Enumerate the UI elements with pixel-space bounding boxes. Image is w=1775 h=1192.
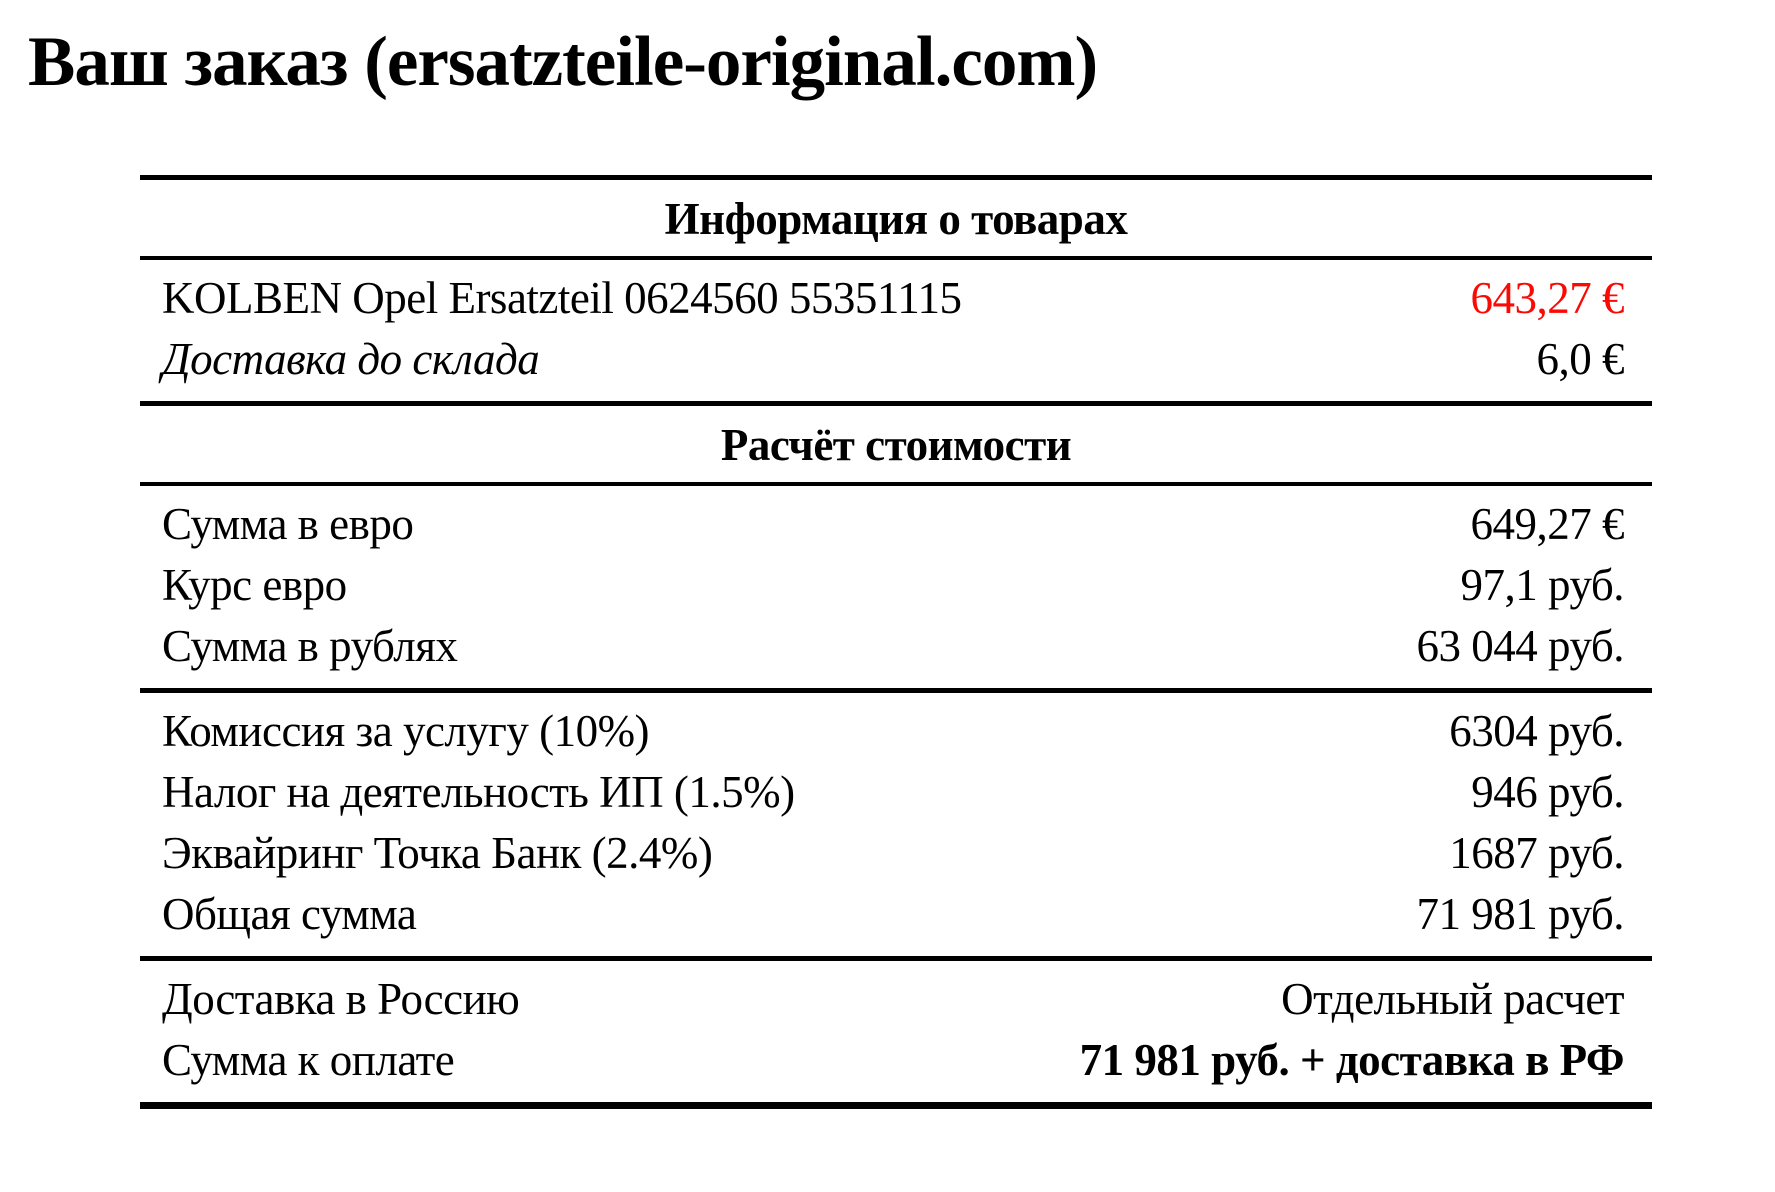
table-row: Сумма в рублях 63 044 руб. bbox=[140, 616, 1652, 691]
table-row: Курс евро 97,1 руб. bbox=[140, 555, 1652, 616]
row-value-amount-due: 71 981 руб. + доставка в РФ bbox=[1079, 1035, 1625, 1085]
section-header-row: Информация о товарах bbox=[140, 177, 1652, 260]
row-label-amount-due: Сумма к оплате bbox=[162, 1035, 455, 1085]
section-header-product-info: Информация о товарах bbox=[140, 177, 1652, 260]
row-value-sum-euro: 649,27 € bbox=[1470, 499, 1625, 549]
page-title: Ваш заказ (ersatzteile-original.com) bbox=[28, 23, 1098, 101]
row-value-euro-rate: 97,1 руб. bbox=[1460, 560, 1625, 610]
row-value-russia-delivery: Отдельный расчет bbox=[1281, 974, 1624, 1024]
table-row: Доставка до склада 6,0 € bbox=[140, 329, 1652, 404]
row-label-euro-rate: Курс евро bbox=[162, 560, 347, 610]
row-label-tax: Налог на деятельность ИП (1.5%) bbox=[162, 767, 795, 817]
row-label-sum-rubles: Сумма в рублях bbox=[162, 621, 458, 671]
table-row: Комиссия за услугу (10%) 6304 руб. bbox=[140, 691, 1652, 763]
row-label-item: KOLBEN Opel Ersatzteil 0624560 55351115 bbox=[162, 273, 962, 323]
section-product-info: KOLBEN Opel Ersatzteil 0624560 55351115 … bbox=[140, 258, 1652, 404]
table-row: Эквайринг Точка Банк (2.4%) 1687 руб. bbox=[140, 823, 1652, 884]
row-label-acquiring: Эквайринг Точка Банк (2.4%) bbox=[162, 828, 713, 878]
table-row: Доставка в Россию Отдельный расчет bbox=[140, 959, 1652, 1031]
section-title-product-info: Информация о товарах bbox=[140, 177, 1652, 260]
section-fees: Комиссия за услугу (10%) 6304 руб. Налог… bbox=[140, 691, 1652, 959]
section-header-row: Расчёт стоимости bbox=[140, 403, 1652, 486]
row-label-russia-delivery: Доставка в Россию bbox=[162, 974, 520, 1024]
section-payment: Доставка в Россию Отдельный расчет Сумма… bbox=[140, 959, 1652, 1106]
row-value-tax: 946 руб. bbox=[1471, 767, 1624, 817]
row-value-service-commission: 6304 руб. bbox=[1449, 706, 1624, 756]
section-euro-amounts: Сумма в евро 649,27 € Курс евро 97,1 руб… bbox=[140, 484, 1652, 691]
row-label-sum-euro: Сумма в евро bbox=[162, 499, 414, 549]
table-row: Общая сумма 71 981 руб. bbox=[140, 884, 1652, 959]
row-value-sum-rubles: 63 044 руб. bbox=[1416, 621, 1625, 671]
row-label-total-sum: Общая сумма bbox=[162, 889, 417, 939]
row-value-warehouse-delivery: 6,0 € bbox=[1536, 334, 1625, 384]
table-row: Сумма в евро 649,27 € bbox=[140, 484, 1652, 555]
table-row: Сумма к оплате 71 981 руб. + доставка в … bbox=[140, 1030, 1652, 1106]
row-value-item-price: 643,27 € bbox=[1470, 273, 1625, 323]
row-value-total-sum: 71 981 руб. bbox=[1416, 889, 1625, 939]
section-title-cost-calculation: Расчёт стоимости bbox=[140, 403, 1652, 486]
row-label-service-commission: Комиссия за услугу (10%) bbox=[162, 706, 650, 756]
row-label-warehouse-delivery: Доставка до склада bbox=[162, 334, 540, 384]
row-value-acquiring: 1687 руб. bbox=[1449, 828, 1624, 878]
section-header-cost-calculation: Расчёт стоимости bbox=[140, 403, 1652, 486]
table-row: Налог на деятельность ИП (1.5%) 946 руб. bbox=[140, 762, 1652, 823]
table-row: KOLBEN Opel Ersatzteil 0624560 55351115 … bbox=[140, 258, 1652, 329]
order-summary-table: Информация о товарах KOLBEN Opel Ersatzt… bbox=[140, 175, 1652, 1109]
